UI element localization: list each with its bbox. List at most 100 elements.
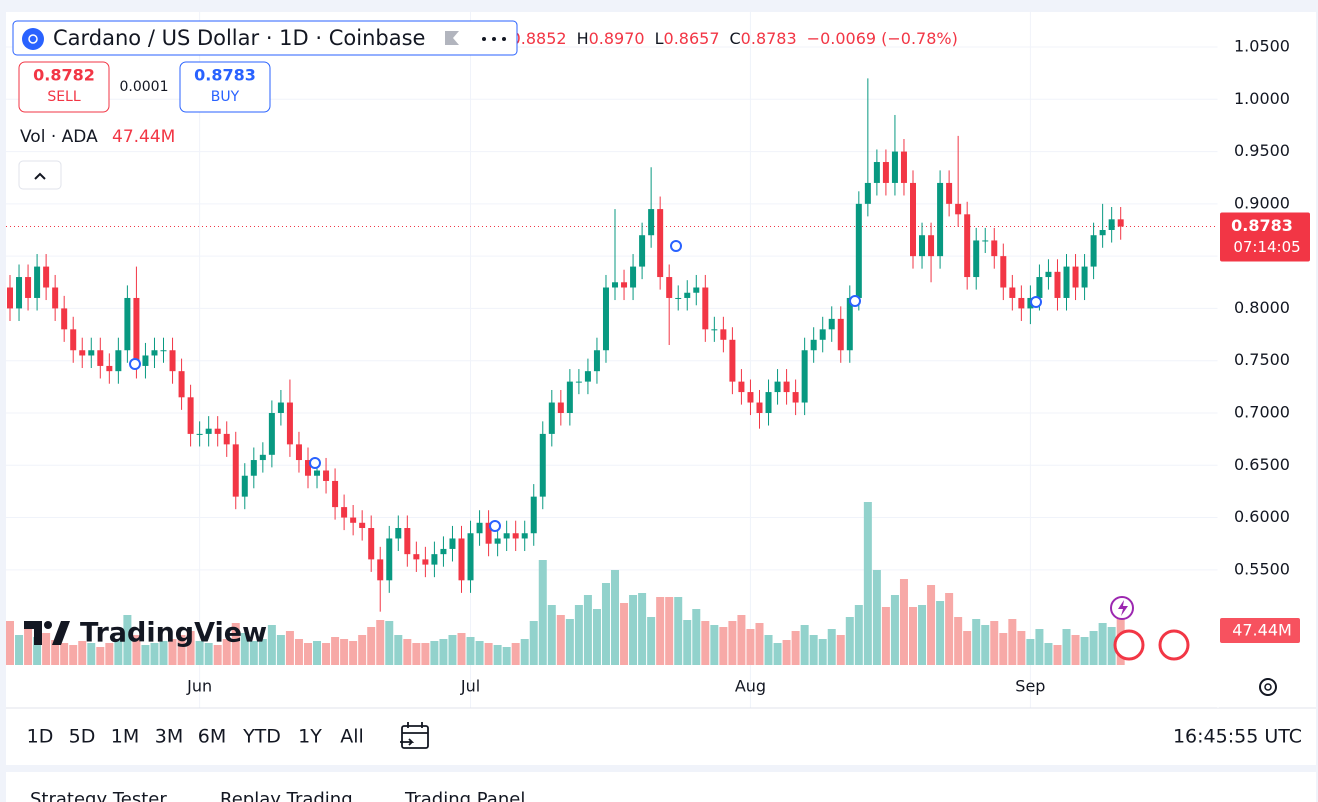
candle-body [286, 402, 293, 445]
candle-body [259, 454, 266, 461]
candle-body [422, 559, 429, 565]
candle-body [828, 318, 835, 330]
candle-body [7, 287, 13, 309]
volume-bar [782, 640, 791, 665]
range-button[interactable]: 1M [111, 726, 139, 748]
volume-bar [276, 635, 285, 665]
candle-body [774, 381, 781, 393]
volume-bar [620, 603, 629, 665]
volume-bar [430, 641, 439, 665]
candle-body [837, 318, 844, 351]
volume-bar [601, 583, 610, 665]
panel-tab[interactable]: Trading Panel [404, 789, 525, 802]
flag-icon[interactable] [445, 31, 459, 45]
candle-body [792, 392, 799, 403]
candle-body [16, 277, 23, 309]
volume-bar [611, 570, 620, 665]
symbol-box[interactable] [12, 20, 518, 56]
candle-body [350, 517, 357, 523]
candle-body [25, 277, 32, 298]
volume-bar [42, 633, 51, 665]
volume-bar [358, 635, 367, 665]
spread: 0.0001 [120, 79, 169, 95]
volume-bar [1008, 619, 1017, 665]
candle-body [548, 402, 555, 434]
volume-bar [331, 637, 340, 665]
candle-body [882, 162, 889, 183]
ohlc-key: C [730, 29, 741, 48]
range-button[interactable]: 5D [69, 726, 96, 748]
volume-bar [520, 639, 529, 665]
candle-body [973, 240, 980, 278]
candle-body [359, 522, 366, 529]
more-icon[interactable] [482, 37, 506, 41]
volume-bar [638, 593, 647, 665]
volume-bar [33, 637, 42, 665]
candle-body [693, 287, 700, 293]
range-button[interactable]: YTD [242, 726, 281, 748]
volume-bar [881, 607, 890, 665]
candle-body [855, 203, 862, 298]
candle-body [196, 433, 203, 435]
volume-bar [728, 621, 737, 665]
candle-body [955, 203, 962, 215]
volume-bar [385, 621, 394, 665]
candle-body [43, 266, 50, 288]
candle-body [205, 428, 212, 434]
x-tick-label: Sep [1015, 677, 1045, 696]
panel-tab[interactable]: Replay Trading [220, 789, 353, 802]
volume-legend-value: 47.44M [112, 127, 175, 147]
candle-body [214, 428, 221, 434]
candle-body [1108, 219, 1115, 230]
volume-bar [574, 605, 583, 665]
x-tick-label: Jun [186, 677, 212, 696]
candle-body [900, 151, 907, 183]
x-tick-label: Aug [735, 677, 766, 696]
sell-price: 0.8782 [33, 66, 95, 85]
volume-bar [475, 641, 484, 665]
ohlc-key: H [577, 29, 589, 48]
range-button[interactable]: All [340, 726, 364, 748]
candle-body [657, 209, 664, 278]
candle-body [702, 287, 709, 330]
volume-bar [15, 635, 24, 665]
volume-bar [701, 621, 710, 665]
candle-body [341, 507, 348, 518]
volume-bar [918, 605, 927, 665]
buy-button[interactable] [179, 61, 271, 113]
change: −0.0069 (−0.78%) [807, 29, 958, 48]
candle-body [476, 522, 483, 534]
range-button[interactable]: 3M [155, 726, 183, 748]
gear[interactable] [1259, 678, 1277, 696]
range-button[interactable]: 1Y [298, 726, 322, 748]
buy-price: 0.8783 [194, 66, 256, 85]
candle-body [332, 480, 339, 508]
panel-tab[interactable]: Strategy Tester [30, 789, 167, 802]
volume-bar [484, 643, 493, 665]
sell-button[interactable] [18, 61, 110, 113]
volume-bar [376, 620, 385, 665]
candle-body [919, 235, 926, 257]
volume-bar [1026, 639, 1035, 665]
candle-body [720, 329, 727, 340]
volume-bar [773, 643, 782, 665]
candle-body [729, 339, 736, 382]
candle-body [413, 554, 420, 560]
volume-bar [683, 620, 692, 665]
volume-bar [945, 593, 954, 665]
volume-bar [565, 619, 574, 665]
candle-body [982, 240, 989, 242]
candle-body [747, 392, 754, 403]
volume-bar [150, 643, 159, 665]
candle-body [304, 460, 311, 476]
volume-bar [466, 637, 475, 665]
volume-bar [872, 570, 881, 665]
volume-bar [222, 639, 231, 665]
replay-icon[interactable] [400, 722, 429, 749]
candle-body [223, 433, 230, 445]
candle-body [602, 287, 609, 351]
candle-body [557, 402, 564, 413]
legend: Cardano / US Dollar · 1D · Coinbase [12, 20, 518, 56]
range-button[interactable]: 1D [27, 726, 54, 748]
range-button[interactable]: 6M [198, 726, 226, 748]
